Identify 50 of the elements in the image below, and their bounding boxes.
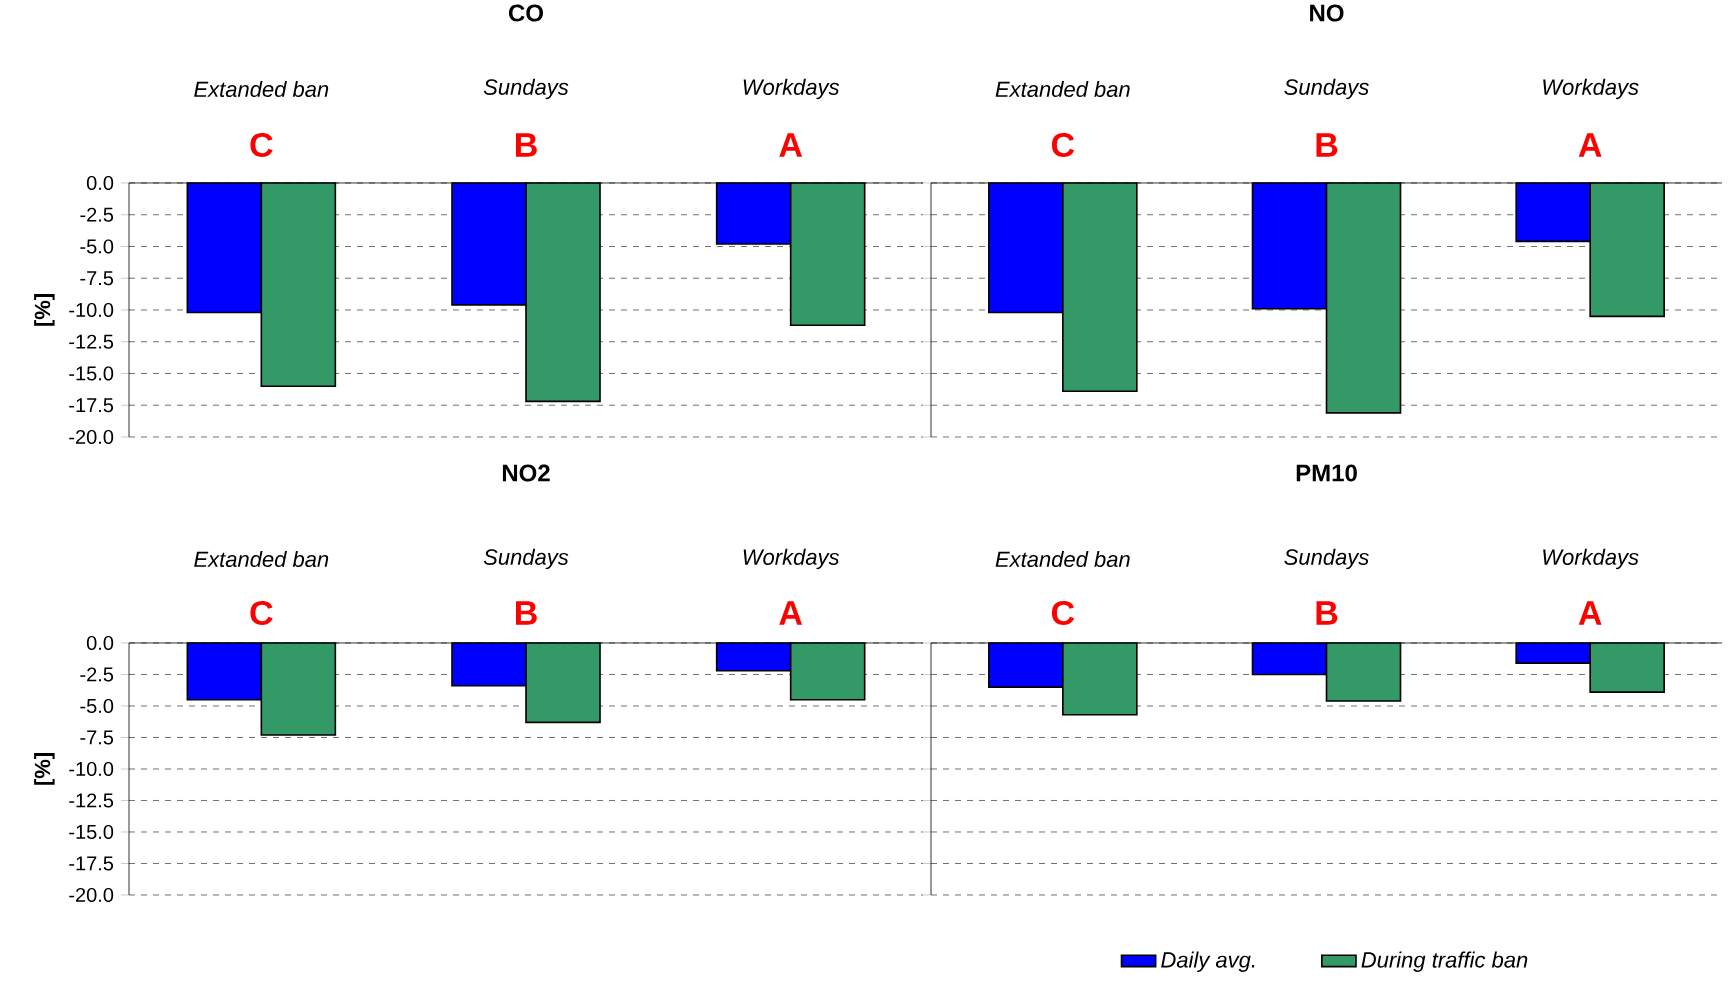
x-tick-label: Sundays bbox=[1284, 548, 1369, 570]
x-tick-label: Workdays bbox=[1543, 548, 1639, 570]
y-tick-label: -17.5 bbox=[69, 398, 114, 413]
text: C bbox=[250, 600, 273, 626]
text: A bbox=[1578, 133, 1602, 157]
x-tick-label: Workdays bbox=[743, 78, 840, 100]
x-tick-label: Sundays bbox=[1284, 78, 1369, 100]
text: B bbox=[516, 133, 537, 157]
y-tick-label: -20.0 bbox=[69, 429, 114, 445]
text: C bbox=[1051, 132, 1075, 158]
chart-title: NO bbox=[1310, 4, 1344, 22]
y-tick-label: -7.5 bbox=[80, 271, 114, 286]
x-tick-label: Extanded ban bbox=[995, 550, 1130, 568]
y-tick-label: 0.0 bbox=[86, 635, 114, 651]
legend-label: Daily avg. bbox=[1161, 951, 1255, 972]
y-tick-label: -2.5 bbox=[80, 207, 114, 222]
x-tick-label: Extanded ban bbox=[194, 550, 329, 568]
y-tick-label: -5.0 bbox=[80, 698, 114, 714]
text: C bbox=[1051, 600, 1075, 626]
x-tick-label: Workdays bbox=[1543, 78, 1639, 100]
text: B bbox=[1316, 133, 1338, 157]
text: C bbox=[250, 132, 273, 158]
y-tick-label: -12.5 bbox=[69, 793, 114, 808]
chart-title: CO bbox=[508, 4, 543, 22]
y-tick-label: -17.5 bbox=[69, 856, 114, 871]
y-tick-label: 0.0 bbox=[86, 175, 114, 191]
chart-title: NO2 bbox=[502, 464, 550, 482]
y-axis-title: [%] bbox=[34, 294, 55, 326]
y-tick-label: -7.5 bbox=[80, 730, 114, 745]
text: A bbox=[779, 601, 803, 625]
text: B bbox=[1316, 601, 1338, 625]
x-tick-label: Sundays bbox=[483, 548, 569, 570]
text: A bbox=[1578, 601, 1602, 625]
y-tick-label: -15.0 bbox=[69, 366, 114, 381]
chart-title: PM10 bbox=[1296, 464, 1357, 482]
y-tick-label: -15.0 bbox=[69, 824, 114, 840]
y-axis-title: [%] bbox=[34, 753, 55, 785]
y-tick-label: -10.0 bbox=[69, 302, 114, 318]
legend-label: During traffic ban bbox=[1361, 951, 1528, 972]
y-tick-label: -20.0 bbox=[69, 887, 114, 903]
y-tick-label: -2.5 bbox=[80, 667, 114, 682]
x-tick-label: Sundays bbox=[483, 78, 569, 100]
x-tick-label: Extanded ban bbox=[194, 80, 329, 98]
text: B bbox=[516, 601, 537, 625]
y-tick-label: -5.0 bbox=[80, 239, 114, 254]
x-tick-label: Workdays bbox=[743, 548, 840, 570]
text: A bbox=[779, 133, 803, 157]
y-tick-label: -12.5 bbox=[69, 334, 114, 349]
x-tick-label: Extanded ban bbox=[995, 80, 1130, 98]
y-tick-label: -10.0 bbox=[69, 761, 114, 777]
